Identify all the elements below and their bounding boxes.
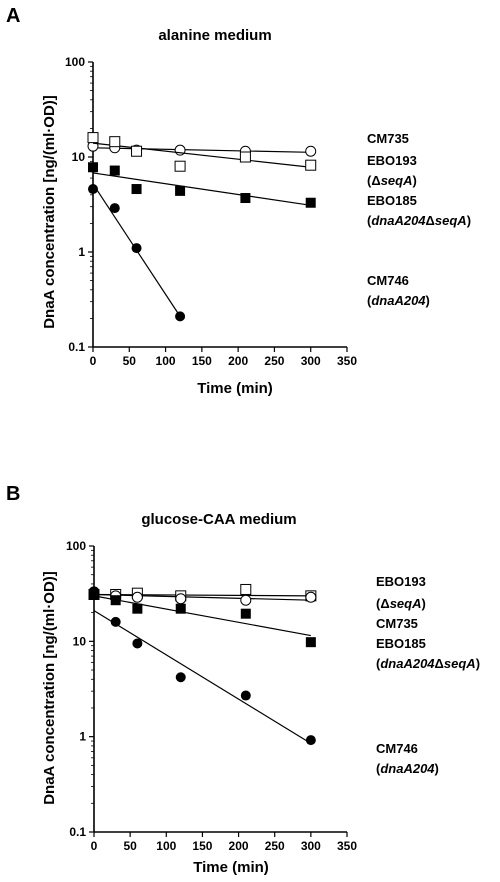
y-tick-label: 1 [78,245,85,259]
fit-line [93,593,311,601]
data-point-open-circle [175,593,187,605]
series-label: CM746 [376,741,418,756]
data-point-filled-circle [109,203,120,214]
y-tick-label: 0.1 [68,340,85,354]
series-label: (dnaA204ΔseqA) [367,213,471,228]
x-tick-label: 50 [123,354,137,368]
data-point-open-circle [240,594,252,606]
panel-b-title: glucose-CAA medium [141,511,296,528]
data-point-open-square [109,136,121,148]
data-point-filled-circle [240,690,251,701]
series-label: CM735 [376,616,418,631]
series-label: CM735 [367,131,409,146]
data-point-open-square [240,583,252,595]
data-point-open-square [239,151,251,163]
series-label: (ΔseqA) [376,596,426,611]
series-ebo193: EBO193 (ΔseqA) [87,132,417,188]
fit-line [92,147,311,153]
x-tick-label: 350 [337,354,357,368]
series-ebo185: EBO185 (dnaA204ΔseqA) [88,162,471,228]
panel-b: B glucose-CAA medium DnaA concentration … [6,483,480,876]
series-label: (ΔseqA) [367,173,417,188]
fit-line [93,593,311,597]
x-tick-label: 350 [337,839,357,853]
y-tick-label: 100 [65,55,85,69]
x-tick-label: 150 [192,839,212,853]
fit-line [93,610,312,744]
data-point-open-square [174,160,186,172]
x-tick-label: 300 [301,839,321,853]
x-tick-label: 200 [229,839,249,853]
data-point-filled-square [110,595,121,606]
panel-a-title: alanine medium [158,27,271,44]
x-tick-label: 50 [123,839,137,853]
x-tick-label: 250 [264,354,284,368]
data-point-open-square [131,145,143,157]
panel-a-ylabel: DnaA concentration [ng/(ml·OD)] [41,95,58,329]
y-tick-label: 100 [66,539,86,553]
x-tick-label: 0 [91,839,98,853]
y-tick-label: 1 [79,730,86,744]
data-point-filled-square [305,197,316,208]
x-tick-label: 0 [90,354,97,368]
data-point-filled-circle [89,586,99,597]
data-point-filled-circle [110,616,121,627]
data-point-filled-circle [175,672,186,683]
fit-line [92,142,311,168]
y-tick-label: 10 [73,634,87,648]
data-point-filled-square [175,185,186,196]
x-tick-label: 300 [301,354,321,368]
data-point-filled-square [175,603,186,614]
panel-b-xlabel: Time (min) [193,859,269,876]
series-label: (dnaA204) [376,761,439,776]
series-label: EBO185 [376,636,426,651]
data-point-filled-square [131,184,142,195]
x-tick-label: 200 [228,354,248,368]
series-label: EBO193 [367,153,417,168]
data-point-filled-square [109,165,120,176]
data-point-filled-square [305,637,316,648]
x-tick-label: 100 [156,839,176,853]
data-point-open-square [87,132,99,144]
data-point-filled-square [132,603,143,614]
data-point-open-circle [131,591,143,603]
data-point-open-circle [305,145,317,157]
panel-letter-a: A [6,5,20,27]
series-cm746: CM746 (dnaA204) [89,586,439,776]
y-tick-label: 0.1 [69,825,86,839]
data-point-open-square [305,159,317,171]
data-point-filled-circle [88,184,98,195]
fit-line [92,172,311,206]
panel-a-xlabel: Time (min) [197,380,273,397]
series-label: EBO193 [376,574,426,589]
data-point-filled-circle [305,735,316,746]
series-label: (dnaA204) [367,293,430,308]
fit-line [93,595,311,637]
x-tick-label: 150 [192,354,212,368]
data-point-filled-square [88,162,98,173]
series-label: CM746 [367,273,409,288]
series-cm746: CM746 (dnaA204) [88,183,430,322]
panel-letter-b: B [6,483,20,505]
x-tick-label: 250 [265,839,285,853]
series-label: (dnaA204ΔseqA) [376,656,480,671]
series-label: EBO185 [367,193,417,208]
data-point-filled-square [240,193,251,204]
data-point-open-circle [305,591,317,603]
data-point-filled-circle [131,243,142,254]
x-tick-label: 100 [156,354,176,368]
data-point-filled-circle [132,638,143,649]
data-point-filled-square [240,608,251,619]
panel-a: A alanine medium DnaA concentration [ng/… [6,5,471,397]
panel-b-ylabel: DnaA concentration [ng/(ml·OD)] [41,571,58,805]
data-point-filled-circle [175,311,186,322]
y-tick-label: 10 [72,150,86,164]
